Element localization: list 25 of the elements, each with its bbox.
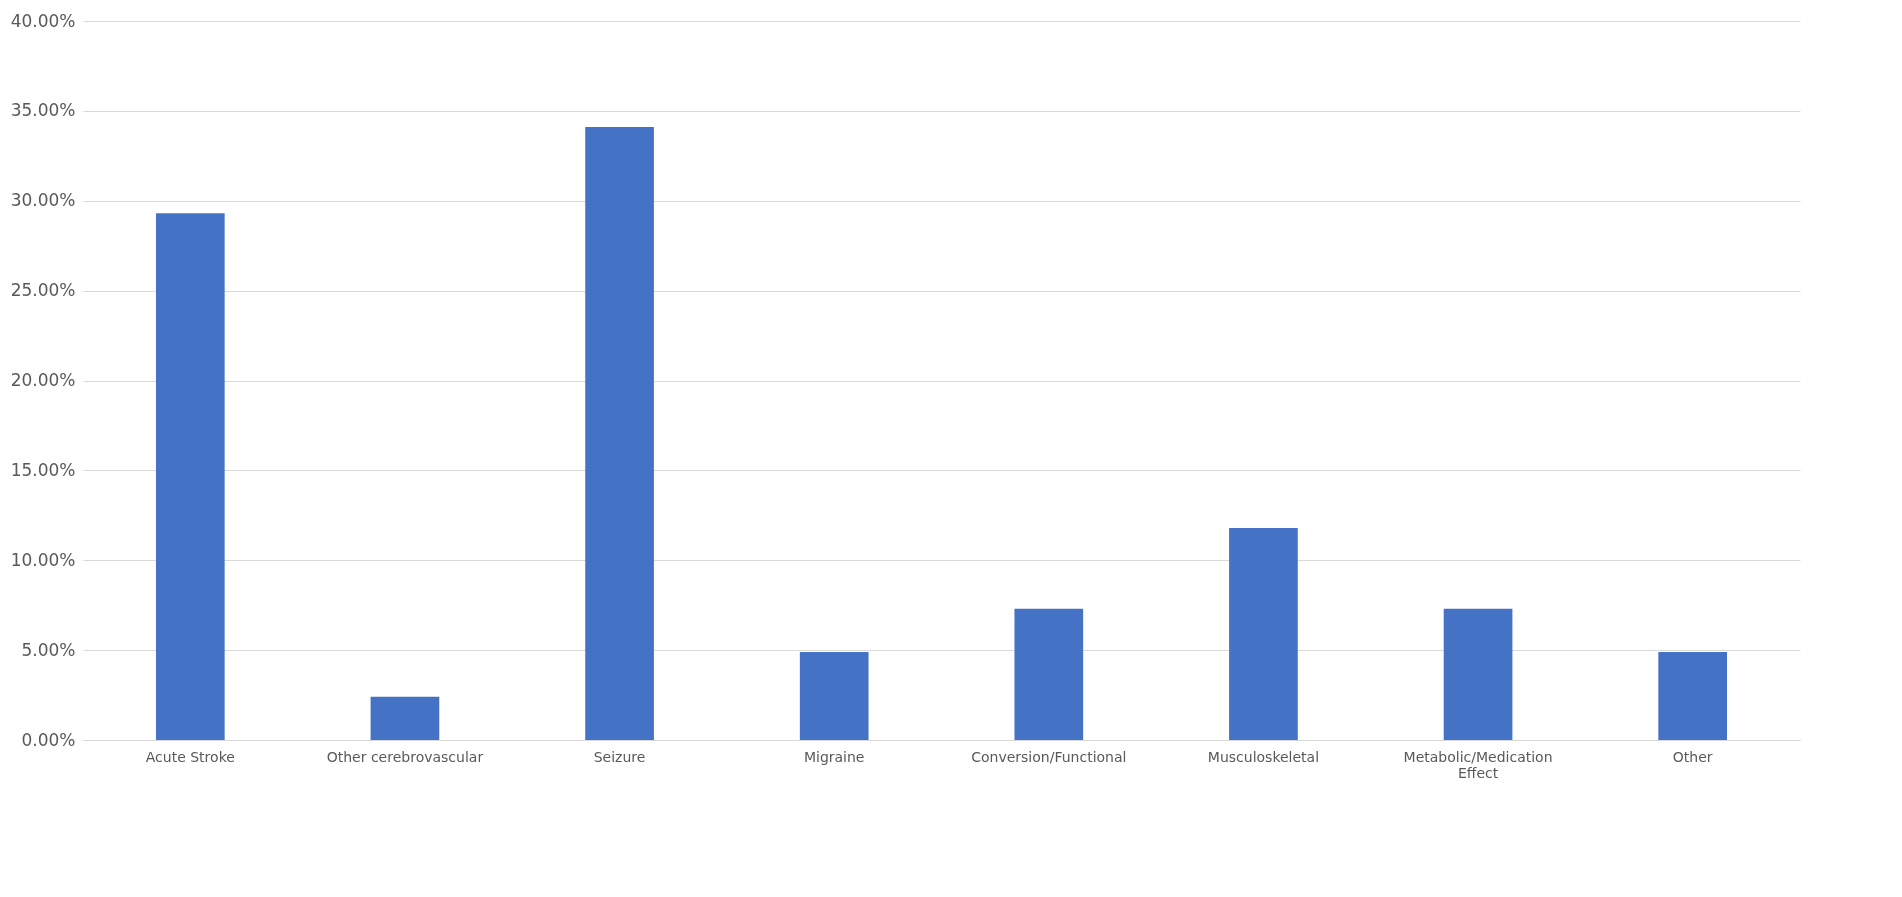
y-tick-label: 20.00%	[10, 370, 76, 390]
x-tick-label: Conversion/Functional	[971, 748, 1127, 765]
bar	[799, 651, 869, 740]
y-tick-label: 35.00%	[10, 100, 76, 121]
bar	[370, 696, 440, 740]
y-tick-label: 30.00%	[10, 190, 76, 211]
bar	[1658, 651, 1728, 740]
x-tick-label: Migraine	[803, 748, 865, 765]
x-tick-label: Other cerebrovascular	[326, 748, 484, 765]
x-tick-label: Musculoskeletal	[1207, 748, 1320, 765]
x-tick-label: Seizure	[593, 748, 646, 765]
bar	[155, 213, 225, 740]
x-tick-label: Metabolic/Medication Effect	[1403, 748, 1553, 781]
y-tick-label: 15.00%	[10, 459, 76, 480]
y-tick-label: 25.00%	[10, 280, 76, 301]
bar	[1014, 608, 1084, 740]
bar	[1443, 608, 1513, 740]
y-tick-label: 40.00%	[10, 10, 76, 31]
y-tick-label: 0.00%	[21, 729, 76, 750]
bar	[585, 127, 654, 740]
y-tick-label: 5.00%	[21, 639, 76, 660]
x-tick-label: Acute Stroke	[145, 748, 235, 765]
y-tick-label: 10.00%	[10, 549, 76, 570]
bar	[1229, 527, 1298, 740]
x-tick-label: Other	[1672, 748, 1713, 765]
